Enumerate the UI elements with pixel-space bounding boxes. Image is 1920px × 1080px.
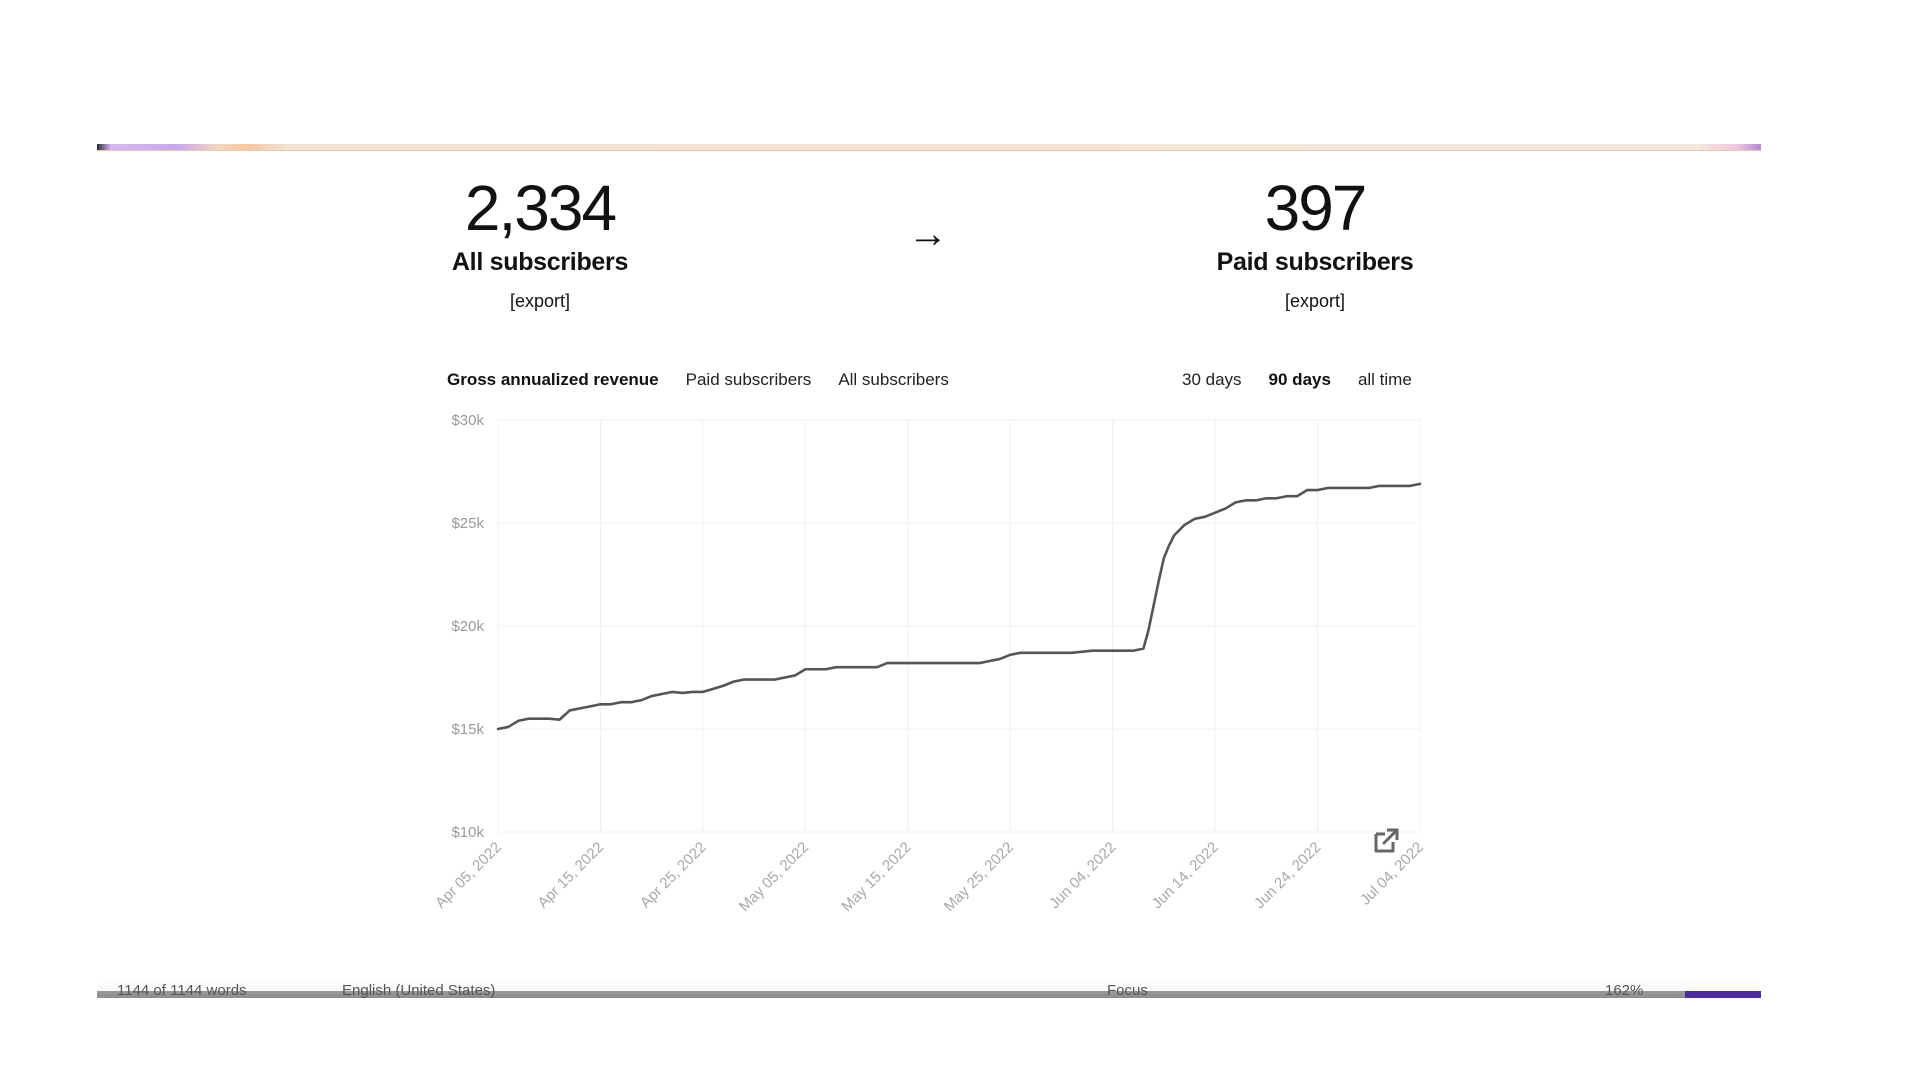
x-tick-label: Apr 15, 2022 bbox=[535, 839, 608, 912]
revenue-chart-svg: $10k $15k $20k $25k $30k Apr 05, 2022 Apr 15,… bbox=[432, 412, 1427, 915]
paid-subscribers-label: Paid subscribers bbox=[1216, 248, 1414, 276]
y-tick-label: $25k bbox=[451, 515, 484, 532]
all-subscribers-stat: 2,334 All subscribers [export] bbox=[430, 172, 650, 314]
external-link-icon[interactable] bbox=[1374, 828, 1399, 853]
tab-all-time[interactable]: all time bbox=[1357, 370, 1412, 389]
y-tick-label: $10k bbox=[451, 824, 484, 841]
y-tick-label: $15k bbox=[451, 721, 484, 738]
tab-90-days[interactable]: 90 days bbox=[1268, 370, 1331, 389]
tab-paid-subscribers[interactable]: Paid subscribers bbox=[685, 370, 812, 389]
status-bar: 1144 of 1144 words English (United State… bbox=[97, 980, 1761, 998]
status-zoom[interactable]: 162% bbox=[1605, 982, 1644, 998]
status-accent bbox=[1685, 991, 1761, 998]
chart-y-axis: $10k $15k $20k $25k $30k bbox=[451, 412, 484, 841]
x-tick-label: Jun 04, 2022 bbox=[1046, 839, 1119, 912]
paid-subscribers-stat: 397 Paid subscribers [export] bbox=[1200, 172, 1430, 314]
revenue-chart: $10k $15k $20k $25k $30k Apr 05, 2022 Apr 15,… bbox=[420, 400, 1440, 945]
x-tick-label: Jun 14, 2022 bbox=[1149, 839, 1222, 912]
metric-tabs: Gross annualized revenue Paid subscriber… bbox=[447, 368, 949, 392]
y-tick-label: $20k bbox=[451, 618, 484, 635]
x-tick-label: Jun 24, 2022 bbox=[1251, 839, 1324, 912]
paid-subscribers-count: 397 bbox=[1264, 172, 1368, 244]
tab-30-days[interactable]: 30 days bbox=[1182, 370, 1242, 389]
top-gradient-strip bbox=[97, 144, 1761, 151]
y-tick-label: $30k bbox=[451, 412, 484, 429]
series-line-gross-annualized-revenue bbox=[496, 482, 1422, 731]
x-tick-label: Apr 25, 2022 bbox=[637, 839, 710, 912]
all-subscribers-count: 2,334 bbox=[464, 172, 617, 244]
all-subscribers-label: All subscribers bbox=[451, 248, 629, 276]
chart-grid bbox=[497, 419, 1421, 833]
status-language: English (United States) bbox=[342, 982, 496, 998]
tab-gross-annualized-revenue[interactable]: Gross annualized revenue bbox=[447, 370, 659, 389]
x-tick-label: May 05, 2022 bbox=[736, 839, 812, 915]
status-bar-fade bbox=[97, 980, 1761, 991]
status-focus[interactable]: Focus bbox=[1107, 982, 1148, 998]
range-tabs: 30 days 90 days all time bbox=[1182, 368, 1412, 392]
paid-subscribers-export-link[interactable]: [export] bbox=[1284, 291, 1346, 311]
all-subscribers-export-link[interactable]: [export] bbox=[509, 291, 571, 311]
x-tick-label: May 15, 2022 bbox=[838, 839, 914, 915]
x-tick-label: Apr 05, 2022 bbox=[432, 839, 505, 912]
chart-x-axis: Apr 05, 2022 Apr 15, 2022 Apr 25, 2022 May … bbox=[432, 839, 1427, 915]
arrow-right-icon: → bbox=[908, 212, 948, 256]
tab-all-subscribers[interactable]: All subscribers bbox=[838, 370, 949, 389]
status-word-count: 1144 of 1144 words bbox=[117, 982, 247, 998]
x-tick-label: May 25, 2022 bbox=[941, 839, 1017, 915]
